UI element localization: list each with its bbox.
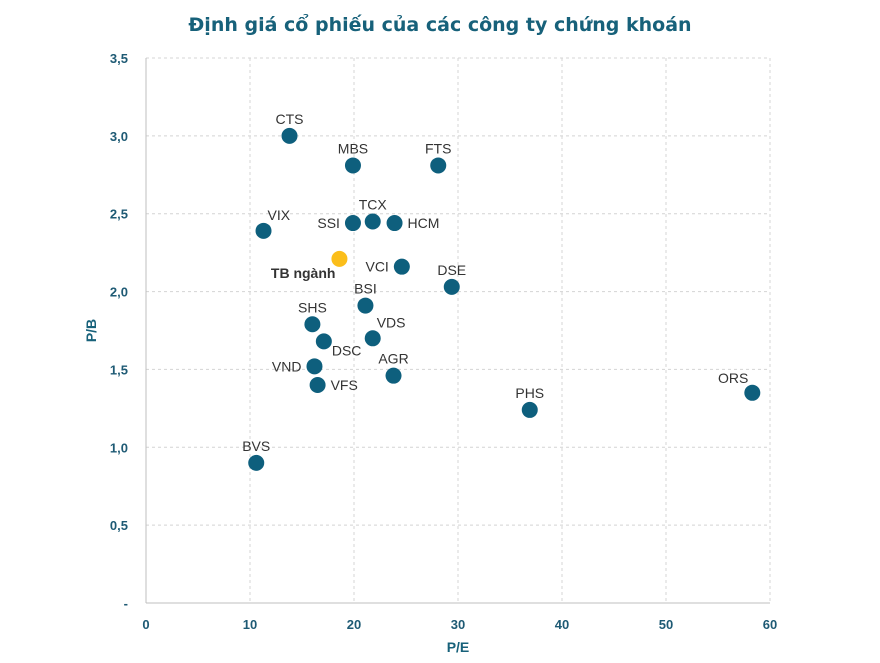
label-ors: ORS xyxy=(718,370,748,386)
x-tick-label: 0 xyxy=(142,617,149,632)
label-bvs: BVS xyxy=(242,438,270,454)
gridlines xyxy=(146,57,771,603)
label-cts: CTS xyxy=(276,111,304,127)
x-tick-label: 10 xyxy=(243,617,257,632)
y-tick-label: 3,0 xyxy=(110,129,128,144)
label-tb-ng-nh: TB ngành xyxy=(271,265,336,281)
data-labels: CTS MBS FTS TCX SSI HCM VIX TB ngành VCI DSE BSI SH… xyxy=(242,111,748,454)
point-tb-ng-nh xyxy=(331,250,348,267)
label-fts: FTS xyxy=(425,140,451,156)
x-tick-label: 20 xyxy=(347,617,361,632)
point-vfs xyxy=(309,377,326,393)
label-vds: VDS xyxy=(377,314,406,330)
point-ors xyxy=(744,384,761,401)
point-tcx xyxy=(364,213,381,230)
point-bvs xyxy=(248,454,265,471)
y-tick-label: 3,5 xyxy=(110,51,128,66)
y-tick-label: 1,5 xyxy=(110,362,128,377)
label-shs: SHS xyxy=(298,299,327,315)
x-tick-label: 60 xyxy=(763,617,777,632)
point-hcm xyxy=(386,215,403,232)
label-dse: DSE xyxy=(437,262,466,278)
point-cts xyxy=(281,127,298,144)
label-dsc: DSC xyxy=(332,342,362,358)
label-tcx: TCX xyxy=(359,197,388,213)
point-vci xyxy=(393,258,410,275)
tick-labels: - 0,5 1,0 1,5 2,0 2,5 3,0 3,5 0 10 20 30 40 50 60 xyxy=(110,51,777,632)
label-phs: PHS xyxy=(515,385,544,401)
label-agr: AGR xyxy=(378,351,408,367)
axes xyxy=(145,58,770,604)
label-hcm: HCM xyxy=(408,215,440,231)
point-agr xyxy=(385,367,402,384)
label-vix: VIX xyxy=(268,207,291,223)
point-vds xyxy=(364,330,381,347)
point-shs xyxy=(304,316,321,333)
y-tick-label: - xyxy=(124,596,128,611)
point-dse xyxy=(443,278,460,295)
label-vci: VCI xyxy=(365,259,388,275)
label-ssi: SSI xyxy=(317,215,340,231)
y-tick-label: 0,5 xyxy=(110,518,128,533)
x-tick-label: 50 xyxy=(659,617,673,632)
x-tick-label: 40 xyxy=(555,617,569,632)
point-vix xyxy=(255,222,272,239)
point-vnd xyxy=(306,358,323,375)
label-vfs: VFS xyxy=(331,377,358,393)
x-tick-label: 30 xyxy=(451,617,465,632)
point-phs xyxy=(521,401,538,418)
y-tick-label: 2,0 xyxy=(110,285,128,300)
point-mbs xyxy=(344,157,361,174)
label-vnd: VND xyxy=(272,358,302,374)
point-fts xyxy=(430,157,447,174)
y-tick-label: 1,0 xyxy=(110,440,128,455)
label-mbs: MBS xyxy=(338,140,368,156)
point-ssi xyxy=(344,215,361,232)
x-axis-title: P/E xyxy=(447,639,470,655)
point-bsi xyxy=(357,297,374,314)
chart-title: Định giá cổ phiếu của các công ty chứng … xyxy=(188,14,692,36)
y-axis-title: P/B xyxy=(83,319,99,342)
label-bsi: BSI xyxy=(354,281,377,297)
data-points xyxy=(248,127,761,471)
point-dsc xyxy=(315,333,332,350)
y-tick-label: 2,5 xyxy=(110,207,128,222)
